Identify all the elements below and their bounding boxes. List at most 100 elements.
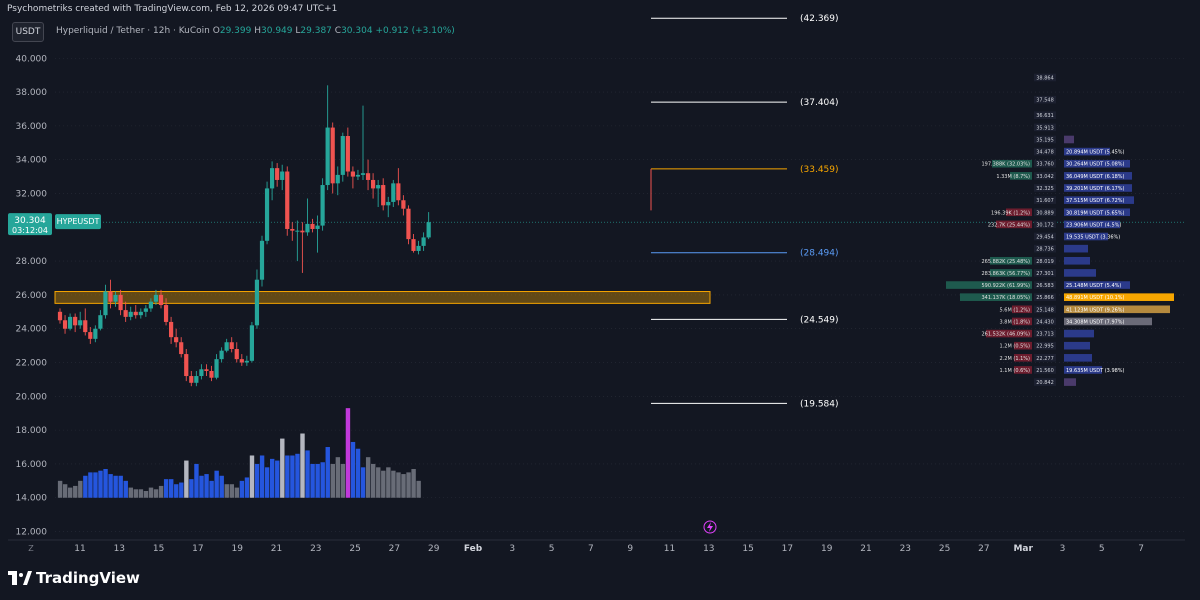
volume-bar [270, 458, 275, 498]
candle-body [340, 136, 345, 175]
volume-bar [224, 484, 229, 498]
orderbook-price: 33.042 [1036, 174, 1054, 180]
candle-body [254, 279, 260, 326]
time-tick-label: 25 [349, 544, 360, 554]
candle-body [68, 316, 73, 329]
candle-body [244, 360, 249, 363]
volume-bar [244, 477, 250, 498]
symbol-name[interactable]: Hyperliquid / Tether · 12h · KuCoin [56, 26, 210, 36]
orderbook-right-label: 20.894M USDT (5.45%) [1066, 150, 1125, 156]
volume-bar [295, 453, 300, 498]
candle-body [381, 185, 386, 206]
candle-body [406, 208, 411, 240]
fib-level-label: (33.459) [800, 165, 839, 175]
high-value: 30.949 [261, 26, 293, 36]
volume-bar [254, 463, 260, 498]
time-tick-label: 5 [549, 544, 555, 554]
orderbook-price: 30.172 [1036, 222, 1054, 228]
candle-body [305, 223, 310, 233]
orderbook-left-label: 265.882K (25.48%) [981, 259, 1030, 265]
orderbook-right-bar [1064, 244, 1088, 253]
price-tick-label: 16.000 [16, 460, 48, 470]
orderbook-left-bar [1006, 208, 1032, 217]
countdown-timer: 03:12:04 [12, 226, 48, 235]
orderbook-price: 33.760 [1036, 162, 1054, 168]
volume-bar [376, 467, 381, 498]
candle-body [148, 301, 153, 309]
volume-bar [78, 480, 83, 498]
candle-body [179, 342, 184, 355]
candle-body [229, 342, 234, 349]
volume-bar [123, 480, 128, 498]
orderbook-price-cell [1034, 111, 1056, 120]
volume-bar [143, 490, 149, 498]
orderbook-right-label: 19.635M USDT (3.98%) [1066, 368, 1125, 374]
orderbook-right-bar [1064, 341, 1090, 350]
candle-body [57, 311, 63, 321]
volume-bar [330, 463, 335, 498]
orderbook-price-cell [1034, 244, 1056, 253]
volume-bar [204, 474, 209, 498]
time-tick-label: 27 [389, 544, 400, 554]
candle-body [143, 308, 148, 312]
volume-bar [249, 455, 255, 498]
orderbook-price: 22.995 [1036, 344, 1054, 350]
orderbook-price: 35.195 [1036, 137, 1054, 143]
volume-bar [68, 487, 73, 498]
candle-body [113, 294, 118, 302]
time-tick-label: Feb [464, 544, 483, 554]
candle-body [123, 310, 128, 317]
time-tick-label: 3 [509, 544, 515, 554]
volume-bar [315, 463, 320, 498]
scale-toggle-button[interactable]: Z [28, 544, 34, 553]
price-tick-label: 14.000 [16, 494, 48, 504]
orderbook-price: 31.607 [1036, 198, 1054, 204]
candle-body [194, 376, 199, 383]
candle-body [300, 230, 305, 233]
orderbook-price-cell [1034, 147, 1056, 156]
currency-badge[interactable]: USDT [12, 22, 44, 42]
brand-name: TradingView [36, 569, 140, 587]
volume-bar [189, 479, 194, 498]
orderbook-price: 21.560 [1036, 368, 1054, 374]
candle-body [401, 200, 406, 209]
orderbook-left-label: 197.388K (32.03%) [981, 162, 1030, 168]
lightning-bolt-icon [707, 522, 713, 532]
volume-bar [179, 482, 184, 498]
candle-body [184, 354, 189, 377]
time-tick-label: 23 [310, 544, 321, 554]
orderbook-right-bar [1064, 354, 1092, 362]
orderbook-left-bar [1014, 366, 1032, 374]
time-tick-label: 15 [153, 544, 164, 554]
candle-body [290, 228, 295, 231]
time-tick-label: 23 [900, 544, 911, 554]
candle-body [138, 311, 143, 316]
orderbook-price-cell [1034, 378, 1056, 386]
chart-caption: Psychometriks created with TradingView.c… [7, 4, 338, 14]
candle-body [259, 240, 265, 280]
orderbook-left-bar [960, 293, 1032, 301]
orderbook-price: 25.148 [1036, 307, 1054, 313]
time-axis-layer: 11 13 15 17 19 21 23 25 27 29 Feb 3 5 7 9 11 13 15 17 19 21 2… [8, 520, 1185, 554]
orderbook-left-label: 261.532K (46.09%) [981, 332, 1030, 338]
tradingview-brand[interactable]: TradingView [8, 569, 140, 587]
candle-body [224, 342, 229, 351]
low-label: L [295, 26, 301, 36]
orderbook-price: 24.430 [1036, 319, 1054, 325]
candle-body [93, 328, 98, 339]
volume-bar [108, 474, 113, 498]
candle-body [270, 168, 275, 189]
close-label: C [334, 26, 342, 36]
orderbook-left-label: 196.39K (1.2%) [991, 210, 1030, 216]
fib-level-label: (28.494) [800, 249, 839, 259]
orderbook-price: 22.277 [1036, 356, 1054, 362]
candle-body [133, 311, 138, 316]
volume-bar [416, 480, 421, 498]
candle-body [376, 185, 381, 189]
current-price-value: 30.304 [14, 216, 46, 226]
orderbook-price-cell [1034, 232, 1056, 241]
volume-bars-layer [57, 408, 421, 498]
volume-bar [194, 463, 199, 498]
